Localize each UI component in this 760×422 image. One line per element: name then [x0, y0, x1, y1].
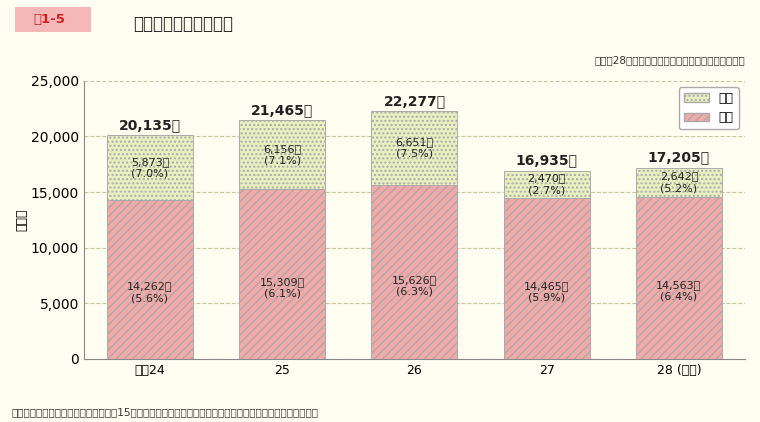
Bar	[504, 170, 590, 198]
Text: 15,309人
(6.1%): 15,309人 (6.1%)	[260, 276, 305, 298]
Text: 14,465人
(5.9%): 14,465人 (5.9%)	[524, 281, 569, 302]
Text: 6,651人
(7.5%): 6,651人 (7.5%)	[395, 137, 433, 159]
Text: 14,262人
(5.6%): 14,262人 (5.6%)	[127, 281, 173, 303]
Text: 14,563人
(6.4%): 14,563人 (6.4%)	[657, 280, 701, 302]
Text: 図1-5: 図1-5	[33, 13, 65, 26]
Text: 15,626人
(6.3%): 15,626人 (6.3%)	[392, 275, 437, 297]
Y-axis label: （人）: （人）	[15, 208, 28, 231]
Text: 5,873人
(7.0%): 5,873人 (7.0%)	[131, 157, 169, 179]
Bar	[636, 197, 722, 359]
Bar	[239, 189, 325, 359]
Text: 16,935人: 16,935人	[516, 154, 578, 168]
Text: 6,156人
(7.1%): 6,156人 (7.1%)	[263, 143, 301, 165]
Text: （注）（　）内は離職率（前年度１月15日現在の在職者数に対する当該年度中の離職者数の割合）を示す。: （注）（ ）内は離職率（前年度１月15日現在の在職者数に対する当該年度中の離職者…	[11, 407, 318, 417]
Text: 22,277人: 22,277人	[383, 94, 445, 108]
Text: 20,135人: 20,135人	[119, 118, 181, 132]
Bar	[107, 200, 193, 359]
Legend: 女性, 男性: 女性, 男性	[679, 87, 739, 130]
Bar	[636, 168, 722, 197]
Bar	[372, 111, 458, 185]
Bar	[372, 185, 458, 359]
Bar	[239, 120, 325, 189]
Text: 2,470人
(2.7%): 2,470人 (2.7%)	[527, 173, 566, 195]
Bar	[107, 135, 193, 200]
Text: 2,642人
(5.2%): 2,642人 (5.2%)	[660, 171, 698, 193]
Text: 17,205人: 17,205人	[648, 150, 710, 165]
Text: 最近５年間の離職者数: 最近５年間の離職者数	[133, 15, 233, 33]
Text: （平成28年度一般職の国家公務員の任用状況調査）: （平成28年度一般職の国家公務員の任用状況調査）	[594, 56, 745, 65]
Bar	[504, 198, 590, 359]
Text: 21,465人: 21,465人	[251, 103, 313, 117]
